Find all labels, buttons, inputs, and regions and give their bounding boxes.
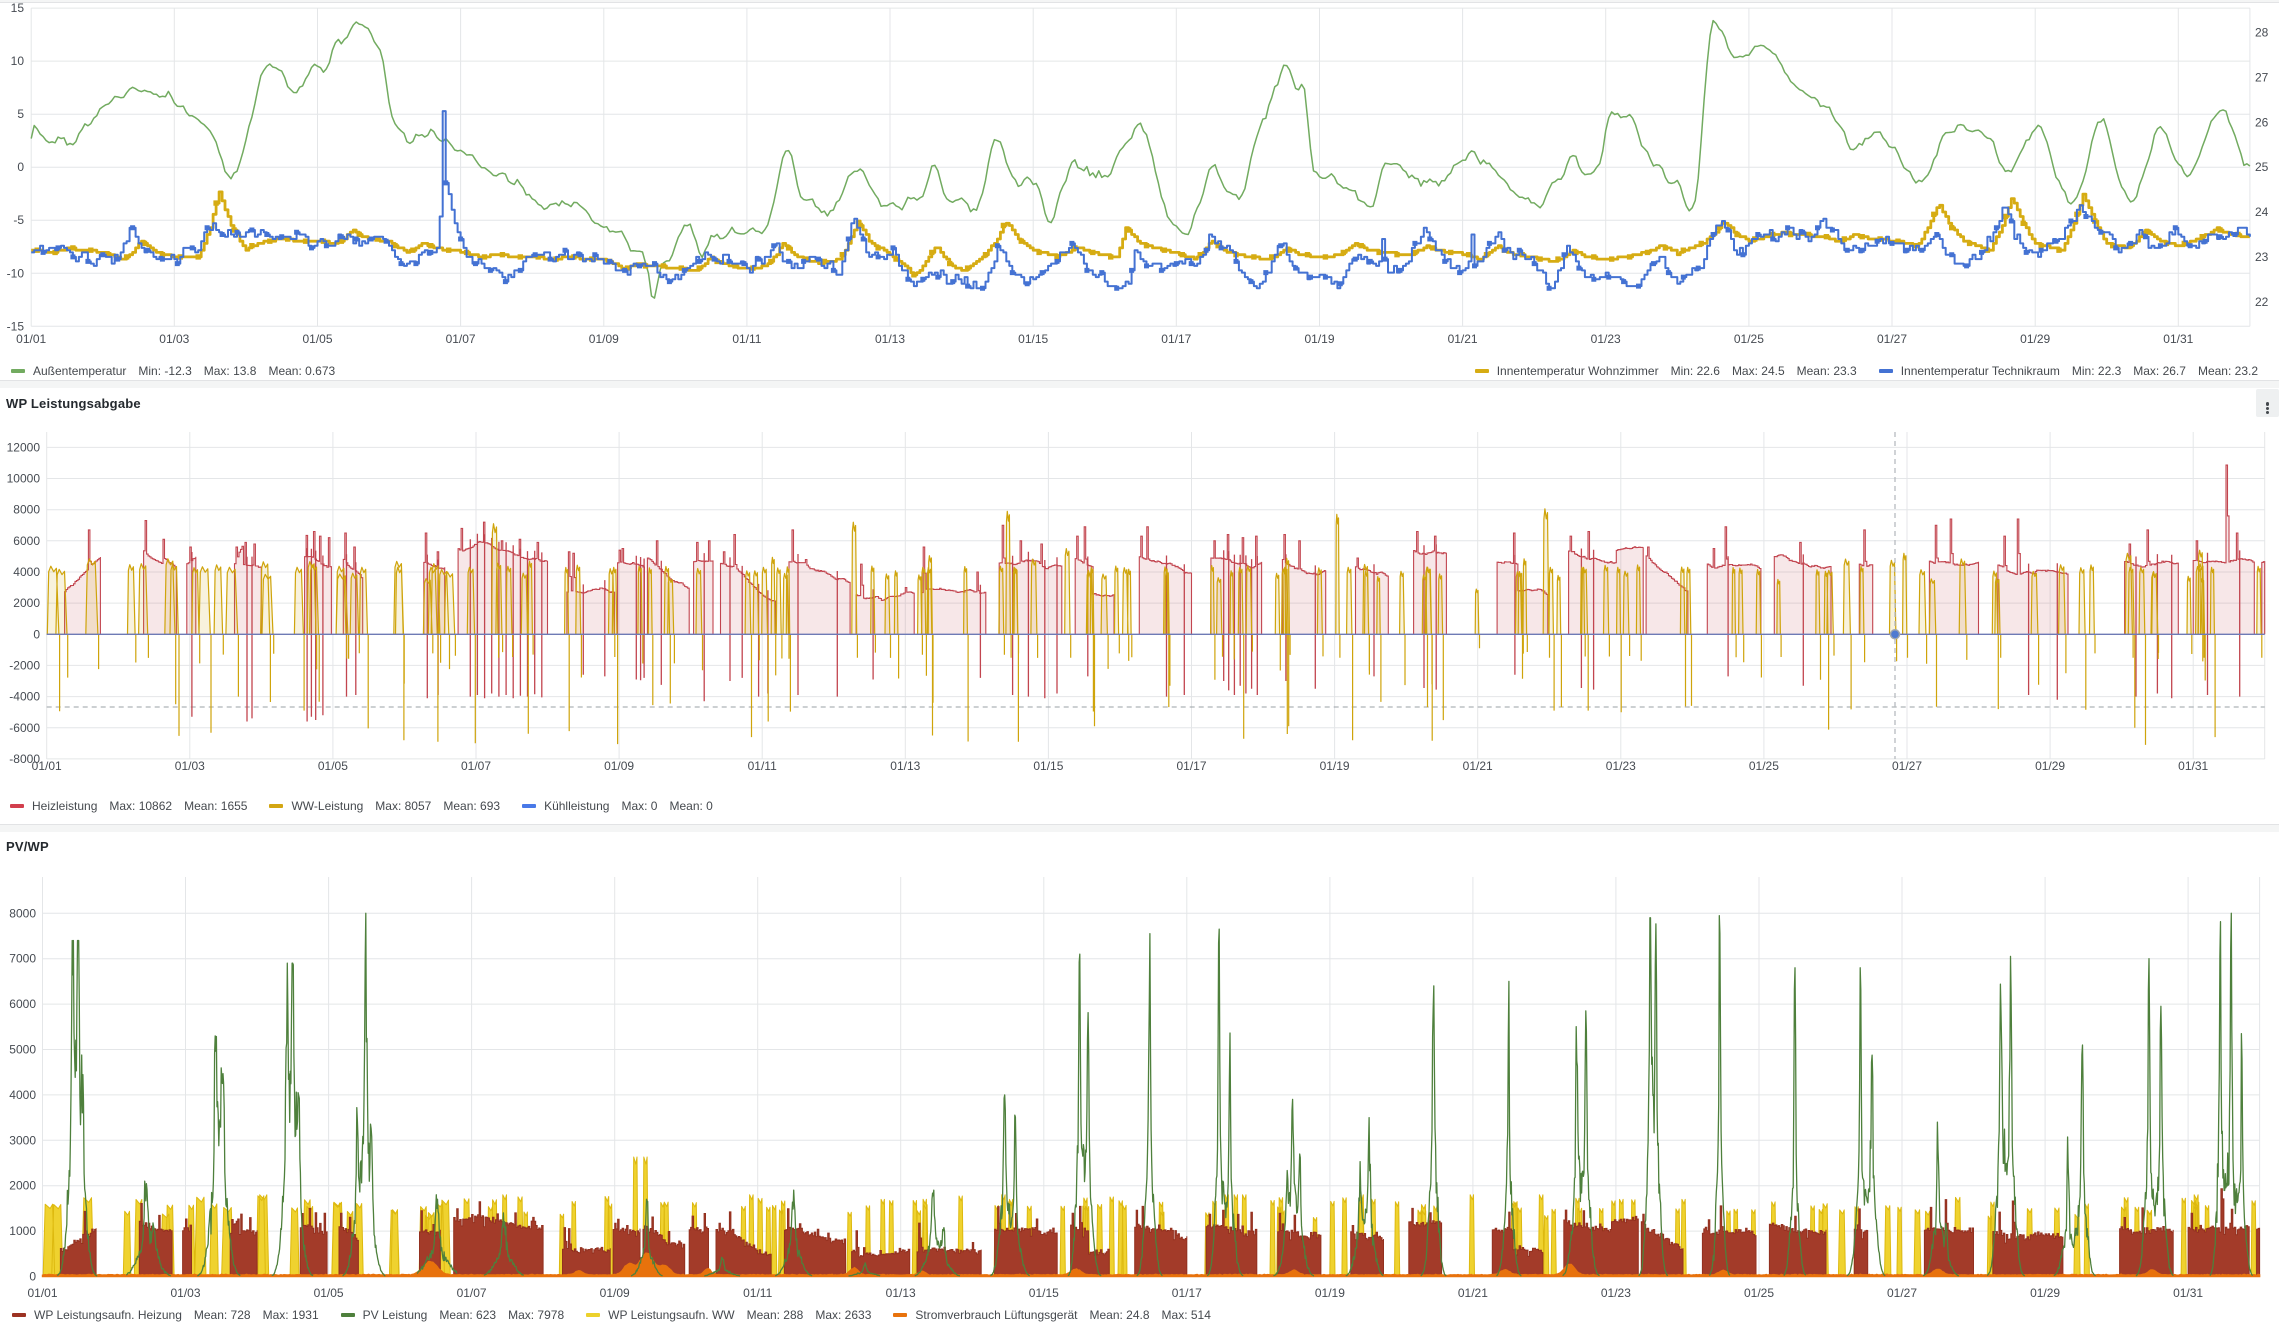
svg-text:26: 26 [2255,115,2269,129]
svg-text:12000: 12000 [7,440,41,454]
svg-text:01/25: 01/25 [1744,1286,1774,1300]
svg-text:0: 0 [33,627,40,641]
svg-text:7000: 7000 [9,952,36,966]
svg-text:01/29: 01/29 [2020,332,2050,346]
svg-text:01/29: 01/29 [2030,1286,2060,1300]
svg-text:01/21: 01/21 [1458,1286,1488,1300]
svg-text:25: 25 [2255,160,2269,174]
svg-text:0: 0 [17,160,24,174]
svg-text:01/31: 01/31 [2163,332,2193,346]
svg-text:01/15: 01/15 [1033,759,1063,773]
svg-text:01/25: 01/25 [1734,332,1764,346]
svg-text:01/31: 01/31 [2178,759,2208,773]
svg-text:8000: 8000 [9,906,36,920]
svg-text:01/15: 01/15 [1018,332,1048,346]
svg-text:01/25: 01/25 [1749,759,1779,773]
svg-text:01/07: 01/07 [461,759,491,773]
svg-text:4000: 4000 [9,1088,36,1102]
svg-text:6000: 6000 [9,997,36,1011]
svg-text:01/13: 01/13 [875,332,905,346]
svg-text:8000: 8000 [13,503,40,517]
svg-text:-10: -10 [7,266,25,280]
svg-text:01/27: 01/27 [1887,1286,1917,1300]
svg-text:-15: -15 [7,319,25,333]
svg-text:4000: 4000 [13,565,40,579]
svg-text:2000: 2000 [9,1179,36,1193]
svg-text:01/27: 01/27 [1892,759,1922,773]
svg-text:01/11: 01/11 [732,332,761,346]
svg-text:10000: 10000 [7,472,41,486]
svg-text:01/21: 01/21 [1448,332,1478,346]
svg-text:01/03: 01/03 [175,759,205,773]
svg-text:01/23: 01/23 [1601,1286,1631,1300]
svg-text:-5: -5 [13,213,24,227]
svg-text:01/21: 01/21 [1463,759,1493,773]
svg-text:-2000: -2000 [9,658,40,672]
svg-text:01/01: 01/01 [32,759,62,773]
svg-text:3000: 3000 [9,1133,36,1147]
svg-text:01/19: 01/19 [1320,759,1350,773]
svg-text:01/19: 01/19 [1304,332,1334,346]
svg-text:01/13: 01/13 [890,759,920,773]
svg-text:6000: 6000 [13,534,40,548]
svg-text:01/05: 01/05 [314,1286,344,1300]
svg-text:2000: 2000 [13,596,40,610]
svg-text:01/07: 01/07 [457,1286,487,1300]
svg-text:01/27: 01/27 [1877,332,1907,346]
svg-text:-4000: -4000 [9,690,40,704]
svg-text:-8000: -8000 [9,752,40,766]
svg-text:01/03: 01/03 [170,1286,200,1300]
svg-text:01/11: 01/11 [743,1286,772,1300]
svg-text:01/29: 01/29 [2035,759,2065,773]
svg-text:1000: 1000 [9,1224,36,1238]
svg-text:01/05: 01/05 [302,332,332,346]
svg-text:-6000: -6000 [9,721,40,735]
svg-text:01/09: 01/09 [604,759,634,773]
svg-text:23: 23 [2255,250,2269,264]
svg-text:01/05: 01/05 [318,759,348,773]
svg-text:01/17: 01/17 [1161,332,1191,346]
svg-text:24: 24 [2255,205,2269,219]
svg-text:01/31: 01/31 [2173,1286,2203,1300]
svg-text:0: 0 [29,1270,36,1284]
svg-text:01/19: 01/19 [1315,1286,1345,1300]
svg-text:01/17: 01/17 [1176,759,1206,773]
svg-text:5: 5 [17,107,24,121]
svg-text:01/07: 01/07 [446,332,476,346]
svg-text:28: 28 [2255,26,2269,40]
svg-text:01/01: 01/01 [16,332,46,346]
svg-text:22: 22 [2255,295,2269,309]
svg-text:01/03: 01/03 [159,332,189,346]
svg-text:01/13: 01/13 [886,1286,916,1300]
svg-text:01/15: 01/15 [1029,1286,1059,1300]
svg-text:15: 15 [11,1,25,15]
svg-text:01/23: 01/23 [1591,332,1621,346]
svg-text:01/01: 01/01 [27,1286,57,1300]
svg-text:01/09: 01/09 [589,332,619,346]
svg-text:01/17: 01/17 [1172,1286,1202,1300]
svg-text:10: 10 [11,54,25,68]
svg-text:27: 27 [2255,71,2269,85]
svg-text:01/11: 01/11 [748,759,777,773]
svg-text:01/09: 01/09 [600,1286,630,1300]
svg-text:01/23: 01/23 [1606,759,1636,773]
svg-text:5000: 5000 [9,1043,36,1057]
